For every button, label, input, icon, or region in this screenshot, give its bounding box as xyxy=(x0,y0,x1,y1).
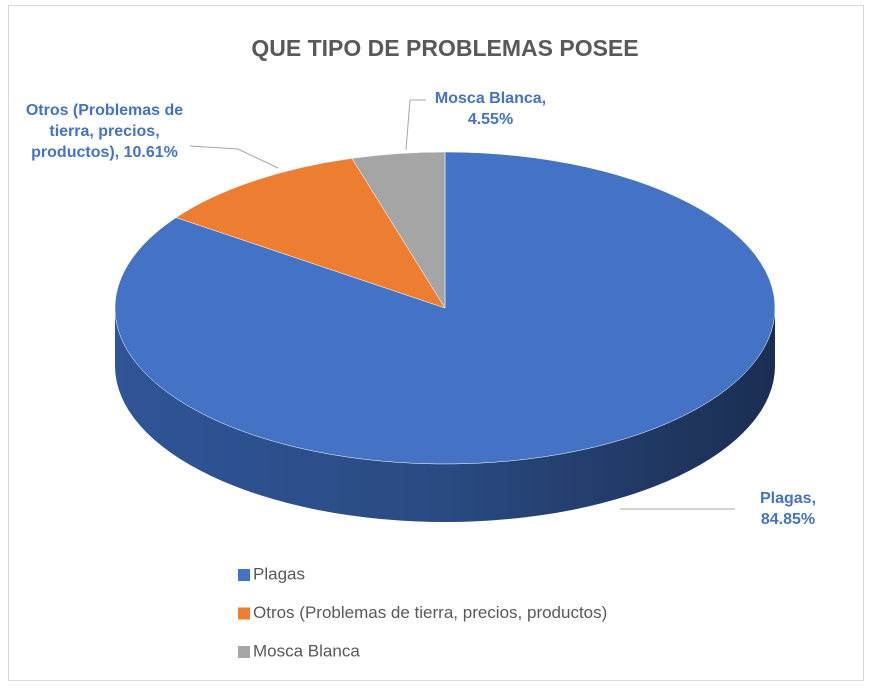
pie-slice xyxy=(351,151,446,309)
leader-line xyxy=(189,145,279,169)
legend-swatch xyxy=(238,646,250,658)
legend-label: Otros (Problemas de tierra, precios, pro… xyxy=(253,603,607,622)
pie-slice xyxy=(175,158,446,309)
legend-label: Mosca Blanca xyxy=(253,641,360,660)
legend-label: Plagas xyxy=(253,564,305,583)
legend-swatch xyxy=(238,607,250,620)
legend-swatch xyxy=(238,569,250,581)
leader-line xyxy=(405,99,426,151)
chart-title: QUE TIPO DE PROBLEMAS POSEE xyxy=(251,35,638,61)
data-label: Otros (Problemas de tierra, precios, pro… xyxy=(25,102,184,161)
data-label: Plagas, 84.85% xyxy=(759,490,817,528)
data-label: Mosca Blanca, 4.55% xyxy=(434,90,547,128)
pie-side xyxy=(115,308,775,522)
